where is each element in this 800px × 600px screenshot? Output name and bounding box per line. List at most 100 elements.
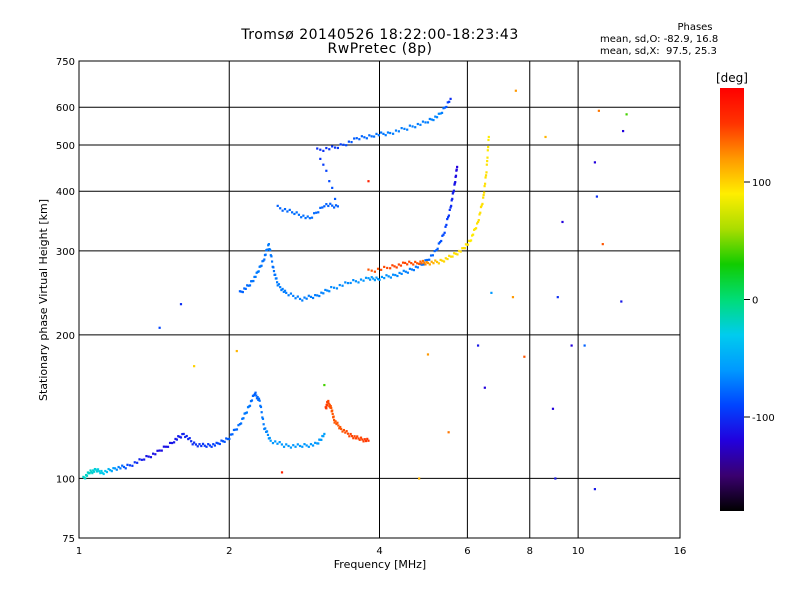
data-point: [451, 255, 454, 258]
data-point: [426, 261, 430, 265]
data-point: [556, 296, 559, 299]
data-point: [267, 244, 270, 247]
data-point: [380, 275, 384, 279]
data-point: [279, 207, 282, 210]
data-point: [448, 100, 451, 103]
data-point: [201, 442, 205, 445]
data-point: [327, 402, 330, 405]
data-point: [324, 288, 327, 292]
data-point: [454, 252, 457, 255]
data-point: [259, 404, 262, 407]
data-point: [253, 275, 256, 279]
data-point: [380, 268, 383, 271]
data-point: [334, 204, 338, 207]
data-point: [269, 249, 272, 252]
data-point: [255, 397, 259, 400]
data-point: [335, 287, 339, 290]
data-point: [430, 118, 433, 121]
data-point: [511, 296, 515, 299]
data-point: [332, 415, 335, 418]
data-point: [432, 118, 435, 122]
data-point: [420, 263, 423, 266]
data-point: [88, 472, 91, 475]
data-point: [482, 193, 485, 197]
colorbar-unit: [deg]: [716, 71, 748, 85]
data-point: [193, 365, 196, 368]
data-point: [450, 199, 453, 202]
data-point: [267, 243, 270, 246]
data-point: [270, 260, 274, 263]
data-point: [325, 203, 328, 206]
data-point: [336, 421, 339, 424]
data-point: [416, 266, 419, 269]
data-point: [90, 470, 93, 473]
colorbar: [deg] 100 0 -100: [716, 71, 775, 511]
data-point: [339, 425, 342, 429]
data-point: [363, 136, 366, 139]
data-point: [298, 444, 302, 448]
data-point: [196, 445, 199, 448]
data-point: [439, 112, 442, 115]
data-point: [367, 277, 370, 280]
data-point: [339, 143, 342, 146]
data-point: [428, 263, 431, 266]
data-point: [476, 220, 480, 224]
data-point: [143, 458, 146, 461]
data-point: [261, 416, 264, 419]
data-point: [447, 431, 450, 434]
data-point: [297, 213, 301, 216]
data-point: [404, 261, 407, 265]
data-point: [309, 295, 313, 298]
data-point: [484, 174, 488, 177]
data-point: [335, 422, 338, 426]
data-point: [444, 257, 447, 260]
data-point: [445, 105, 448, 109]
data-point: [179, 436, 183, 439]
data-point: [416, 122, 419, 126]
data-point: [373, 270, 377, 273]
data-point: [377, 134, 380, 137]
data-point: [446, 257, 449, 261]
data-point: [393, 265, 396, 268]
data-point: [302, 214, 305, 217]
data-point: [138, 458, 141, 461]
x-axis-label: Frequency [MHz]: [334, 558, 426, 571]
data-point: [333, 197, 337, 201]
data-point: [306, 215, 309, 218]
data-point: [424, 263, 427, 266]
data-point: [317, 442, 320, 445]
data-point: [136, 461, 139, 464]
x-tick-label: 4: [376, 546, 382, 557]
data-point: [349, 281, 352, 285]
data-point: [397, 130, 400, 133]
data-point: [336, 146, 340, 150]
data-point: [346, 281, 350, 285]
data-point: [301, 299, 304, 302]
data-point: [621, 129, 625, 133]
data-point: [262, 423, 265, 426]
data-point: [454, 181, 457, 184]
data-point: [367, 439, 370, 442]
data-point: [254, 391, 257, 394]
data-point: [337, 424, 340, 427]
data-point: [358, 438, 361, 441]
data-point: [338, 427, 341, 430]
data-point: [235, 349, 238, 353]
data-points: [82, 89, 628, 491]
data-point: [208, 444, 212, 447]
data-point: [400, 127, 403, 130]
data-point: [325, 404, 329, 407]
data-point: [246, 284, 249, 287]
data-point: [333, 146, 337, 149]
data-point: [410, 268, 414, 271]
data-point: [430, 260, 433, 263]
data-point: [333, 421, 336, 424]
data-point: [307, 445, 310, 448]
data-point: [241, 417, 244, 420]
data-point: [373, 135, 376, 138]
colorbar-tick-label: -100: [752, 413, 775, 424]
data-point: [487, 145, 490, 149]
data-point: [94, 468, 97, 471]
data-point: [442, 233, 445, 236]
data-point: [109, 468, 112, 472]
